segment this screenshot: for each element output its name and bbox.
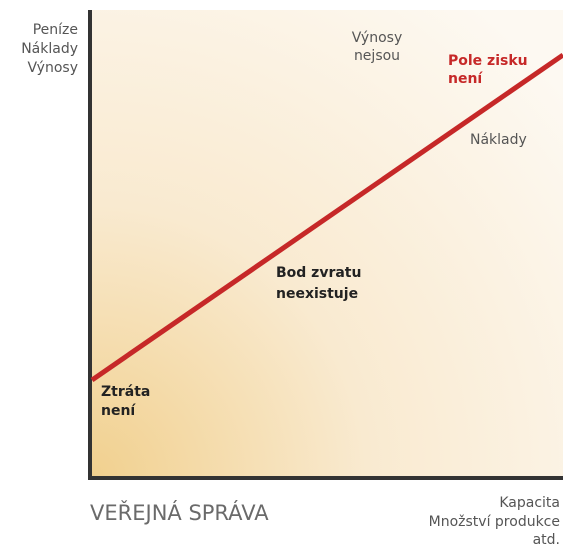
profit-note: není xyxy=(448,71,483,87)
label-line: Množství produkce xyxy=(429,514,560,530)
y-axis-label: Peníze Náklady Výnosy xyxy=(21,22,78,76)
profit-note: Pole zisku xyxy=(448,53,528,69)
break-even-note: neexistuje xyxy=(276,286,358,302)
loss-note: není xyxy=(101,403,136,419)
label-line: Náklady xyxy=(21,41,78,57)
label-line: Výnosy xyxy=(27,60,78,76)
x-axis-label: Kapacita Množství produkce atd. xyxy=(429,495,560,547)
label-line: nejsou xyxy=(354,48,400,64)
costs-note: Náklady xyxy=(470,132,527,148)
break-even-note: Bod zvratu xyxy=(276,265,361,281)
plot-background xyxy=(90,10,563,478)
label-line: Peníze xyxy=(33,22,78,38)
label-line: atd. xyxy=(533,532,560,547)
label-line: Výnosy xyxy=(352,30,403,46)
title: VEŘEJNÁ SPRÁVA xyxy=(90,500,269,525)
cost-line xyxy=(90,52,563,383)
label-line: Kapacita xyxy=(499,495,560,511)
loss-note: Ztráta xyxy=(101,384,150,400)
revenues-note: Výnosy nejsou xyxy=(352,30,403,64)
